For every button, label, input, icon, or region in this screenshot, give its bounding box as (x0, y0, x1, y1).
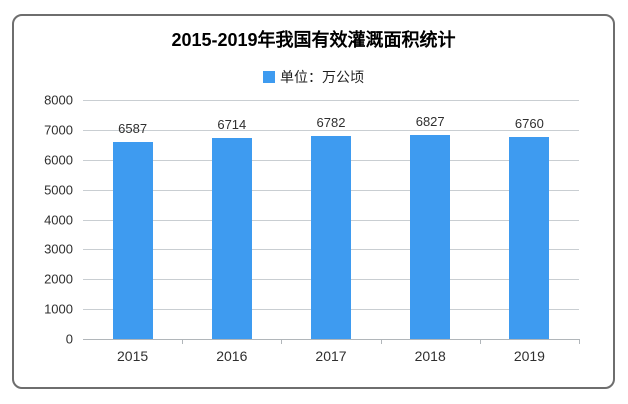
x-axis-tick (579, 339, 580, 344)
bar-2018[interactable] (410, 135, 451, 339)
y-axis-tick-label: 5000 (44, 182, 73, 198)
x-axis-category-label: 2018 (414, 348, 446, 364)
y-axis-tick-label: 7000 (44, 122, 73, 138)
bar-2017[interactable] (311, 136, 351, 339)
bar-2015[interactable] (112, 142, 153, 339)
y-axis-tick-label: 2000 (44, 271, 73, 287)
x-axis-tick (281, 339, 283, 344)
legend-label: 单位：万公顷 (280, 69, 364, 85)
bar-value-label: 6760 (514, 116, 544, 132)
x-axis-category-label: 2017 (315, 348, 347, 364)
y-axis-tick-label: 1000 (44, 301, 73, 317)
bar-2019[interactable] (509, 137, 550, 339)
gridline (83, 100, 579, 101)
bar-value-label: 6587 (118, 121, 148, 137)
x-axis-category-label: 2015 (117, 348, 149, 364)
bar-value-label: 6827 (415, 114, 445, 130)
plot-area: 0 1000 2000 3000 4000 5000 6000 7000 8000 6587 201… (44, 93, 580, 364)
chart-card: 2015-2019年我国有效灌溉面积统计 单位：万公顷 0 1000 2000 300… (12, 14, 615, 389)
x-axis-tick (479, 339, 481, 344)
x-axis-category-label: 2019 (513, 348, 545, 364)
x-axis-line (83, 339, 579, 340)
bar-value-label: 6714 (217, 117, 247, 133)
gridline (83, 129, 579, 131)
legend-swatch-icon (263, 71, 275, 83)
x-axis-tick (380, 339, 382, 344)
x-axis-tick (182, 339, 184, 344)
legend[interactable]: 单位：万公顷 (14, 67, 613, 87)
bar-2016[interactable] (211, 138, 252, 339)
y-axis-tick-label: 6000 (44, 152, 73, 168)
x-axis-category-label: 2016 (216, 348, 248, 364)
y-axis-tick-label: 0 (65, 331, 73, 347)
y-axis-tick-label: 3000 (44, 241, 73, 257)
chart-title: 2015-2019年我国有效灌溉面积统计 (171, 30, 456, 50)
bar-value-label: 6782 (316, 115, 346, 131)
y-axis-tick-label: 8000 (44, 92, 73, 108)
y-axis-tick-label: 4000 (44, 212, 73, 227)
